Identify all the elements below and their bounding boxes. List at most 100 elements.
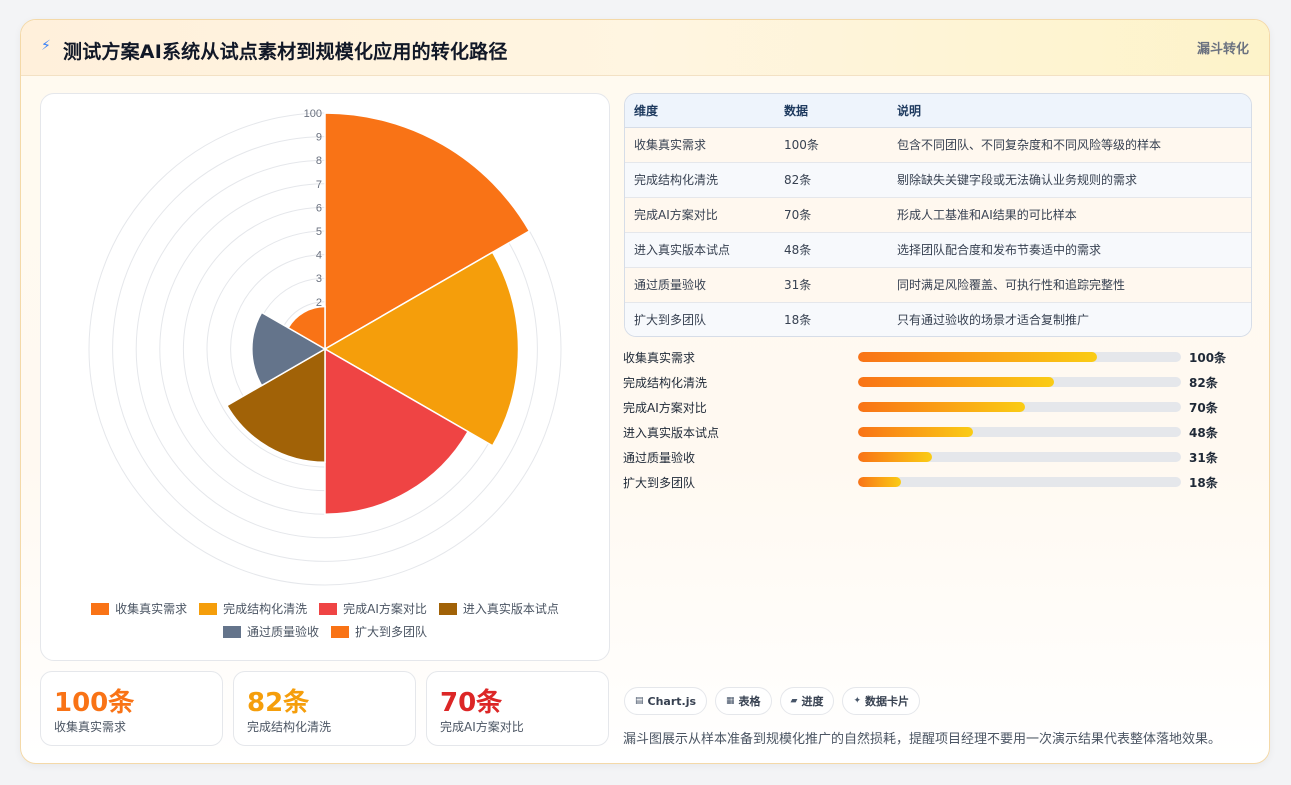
progress-row: 扩大到多团队 18条 bbox=[623, 471, 1243, 496]
progress-track bbox=[858, 352, 1181, 362]
progress-row: 完成结构化清洗 82条 bbox=[623, 371, 1243, 396]
header-tag: 漏斗转化 bbox=[1196, 42, 1249, 57]
table-cell: 只有通过验收的场景才适合复制推广 bbox=[888, 302, 1251, 336]
progress-row: 进入真实版本试点 48条 bbox=[623, 421, 1243, 446]
r-tick-label: 4 bbox=[316, 250, 322, 262]
header: ⚡ 测试方案AI系统从试点素材到规模化应用的转化路径 漏斗转化 bbox=[21, 20, 1269, 76]
table-cell: 剔除缺失关键字段或无法确认业务规则的需求 bbox=[888, 162, 1251, 198]
table-cell: 形成人工基准和AI结果的可比样本 bbox=[888, 197, 1251, 233]
progress-track bbox=[858, 377, 1181, 387]
data-table: 维度 数据 说明 收集真实需求 100条 包含不同团队、不同复杂度和不同风险等级… bbox=[624, 93, 1252, 337]
table-row: 进入真实版本试点 48条 选择团队配合度和发布节奏适中的需求 bbox=[625, 232, 1251, 268]
chip-card[interactable]: ✦ 数据卡片 bbox=[842, 687, 921, 715]
main-card: ⚡ 测试方案AI系统从试点素材到规模化应用的转化路径 漏斗转化 2 3 4 5 6 7 8 9… bbox=[20, 19, 1270, 764]
table-cell: 82条 bbox=[775, 162, 888, 198]
stat-card-3: 70条 完成AI方案对比 bbox=[426, 671, 609, 746]
polar-sector-2[interactable] bbox=[323, 251, 520, 447]
progress-value: 100条 bbox=[1189, 351, 1227, 365]
table-icon: ▦ bbox=[726, 696, 735, 706]
r-tick-label: 2 bbox=[316, 297, 322, 309]
polar-sector-3[interactable] bbox=[324, 347, 470, 515]
stat-card-2: 82条 完成结构化清洗 bbox=[233, 671, 416, 746]
page-title: 测试方案AI系统从试点素材到规模化应用的转化路径 bbox=[63, 41, 508, 63]
column-header: 数据 bbox=[775, 94, 888, 128]
tech-chips: ▤ Chart.js ▦ 表格 ▰ 进度 ✦ 数据卡片 bbox=[624, 687, 921, 715]
stat-label: 完成结构化清洗 bbox=[247, 720, 332, 734]
table-cell: 完成AI方案对比 bbox=[625, 197, 775, 233]
legend-label: 完成AI方案对比 bbox=[343, 602, 427, 616]
progress-fill bbox=[858, 452, 933, 462]
stat-label: 收集真实需求 bbox=[54, 720, 127, 734]
r-tick-label: 6 bbox=[316, 202, 322, 214]
table-cell: 48条 bbox=[775, 232, 888, 268]
footnote: 漏斗图展示从样本准备到规模化推广的自然损耗，提醒项目经理不要用一次演示结果代表整… bbox=[623, 732, 1222, 747]
progress-fill bbox=[858, 377, 1054, 387]
stat-value: 70条 bbox=[440, 688, 503, 718]
lightning-icon: ⚡ bbox=[41, 38, 51, 54]
table-cell: 100条 bbox=[775, 127, 888, 163]
legend-swatch bbox=[319, 602, 338, 615]
chart-icon: ▤ bbox=[635, 696, 644, 706]
polar-sector-1[interactable] bbox=[324, 112, 531, 351]
progress-label: 完成结构化清洗 bbox=[623, 376, 708, 390]
legend-swatch bbox=[91, 602, 110, 615]
legend-item[interactable]: 收集真实需求 bbox=[91, 600, 187, 617]
polar-sector-6[interactable] bbox=[287, 305, 326, 351]
legend-item[interactable]: 扩大到多团队 bbox=[331, 623, 427, 640]
progress-track bbox=[858, 452, 1181, 462]
chip-progress[interactable]: ▰ 进度 bbox=[779, 687, 835, 715]
legend-item[interactable]: 进入真实版本试点 bbox=[438, 600, 559, 617]
progress-value: 31条 bbox=[1189, 451, 1218, 465]
legend-label: 通过质量验收 bbox=[246, 625, 319, 639]
progress-value: 82条 bbox=[1189, 376, 1218, 390]
progress-list: 收集真实需求 100条完成结构化清洗 82条完成AI方案对比 70条进入真实版本试点 4… bbox=[623, 346, 1243, 496]
legend-swatch bbox=[222, 625, 241, 638]
table-cell: 进入真实版本试点 bbox=[625, 232, 775, 268]
table-cell: 选择团队配合度和发布节奏适中的需求 bbox=[888, 232, 1251, 268]
table-row: 通过质量验收 31条 同时满足风险覆盖、可执行性和追踪完整性 bbox=[625, 267, 1251, 303]
legend-item[interactable]: 完成AI方案对比 bbox=[319, 600, 427, 617]
polar-sector-5[interactable] bbox=[251, 311, 327, 387]
progress-value: 48条 bbox=[1189, 426, 1218, 440]
table-header-row: 维度 数据 说明 bbox=[625, 94, 1251, 128]
table-cell: 扩大到多团队 bbox=[625, 302, 775, 336]
progress-row: 通过质量验收 31条 bbox=[623, 446, 1243, 471]
legend-item[interactable]: 通过质量验收 bbox=[222, 623, 319, 640]
progress-track bbox=[858, 402, 1181, 412]
stat-label: 完成AI方案对比 bbox=[440, 720, 524, 734]
chart-legend: 收集真实需求 完成结构化清洗 完成AI方案对比 进入真实版本试点通过质量验收 扩大到多团… bbox=[41, 600, 609, 640]
legend-swatch bbox=[331, 625, 349, 638]
r-tick-label: 8 bbox=[316, 155, 322, 167]
progress-label: 进入真实版本试点 bbox=[623, 426, 720, 440]
table-row: 完成AI方案对比 70条 形成人工基准和AI结果的可比样本 bbox=[625, 197, 1251, 233]
legend-item[interactable]: 完成结构化清洗 bbox=[199, 600, 307, 617]
chip-chart[interactable]: ▤ Chart.js bbox=[624, 687, 708, 715]
table-cell: 18条 bbox=[775, 302, 888, 336]
card-icon: ✦ bbox=[853, 696, 862, 706]
r-tick-label: 9 bbox=[316, 132, 322, 144]
stat-card-1: 100条 收集真实需求 bbox=[40, 671, 223, 746]
chip-table[interactable]: ▦ 表格 bbox=[715, 687, 772, 715]
progress-row: 完成AI方案对比 70条 bbox=[623, 396, 1243, 421]
progress-track bbox=[858, 427, 1181, 437]
table-row: 扩大到多团队 18条 只有通过验收的场景才适合复制推广 bbox=[625, 302, 1251, 336]
progress-fill bbox=[858, 402, 1026, 412]
progress-track bbox=[858, 477, 1181, 487]
polar-chart-panel: 2 3 4 5 6 7 8 9 100 收集真实需求 完成结构化清洗 完成AI方案对比 进入真实版本试… bbox=[40, 93, 610, 661]
polar-area-chart: 2 3 4 5 6 7 8 9 100 bbox=[88, 108, 562, 586]
column-header: 维度 bbox=[625, 94, 775, 128]
table-row: 完成结构化清洗 82条 剔除缺失关键字段或无法确认业务规则的需求 bbox=[625, 162, 1251, 198]
legend-swatch bbox=[438, 602, 457, 615]
progress-label: 收集真实需求 bbox=[623, 351, 696, 365]
chip-label: 表格 bbox=[738, 695, 761, 708]
progress-value: 70条 bbox=[1189, 401, 1218, 415]
table-cell: 31条 bbox=[775, 267, 888, 303]
chip-label: 进度 bbox=[801, 695, 824, 708]
polar-sector-4[interactable] bbox=[225, 347, 326, 464]
r-tick-label: 7 bbox=[316, 179, 322, 191]
stat-value: 100条 bbox=[54, 688, 135, 718]
progress-label: 扩大到多团队 bbox=[623, 476, 696, 490]
legend-swatch bbox=[199, 602, 218, 615]
table-cell: 包含不同团队、不同复杂度和不同风险等级的样本 bbox=[888, 127, 1251, 163]
table-cell: 完成结构化清洗 bbox=[625, 162, 775, 198]
